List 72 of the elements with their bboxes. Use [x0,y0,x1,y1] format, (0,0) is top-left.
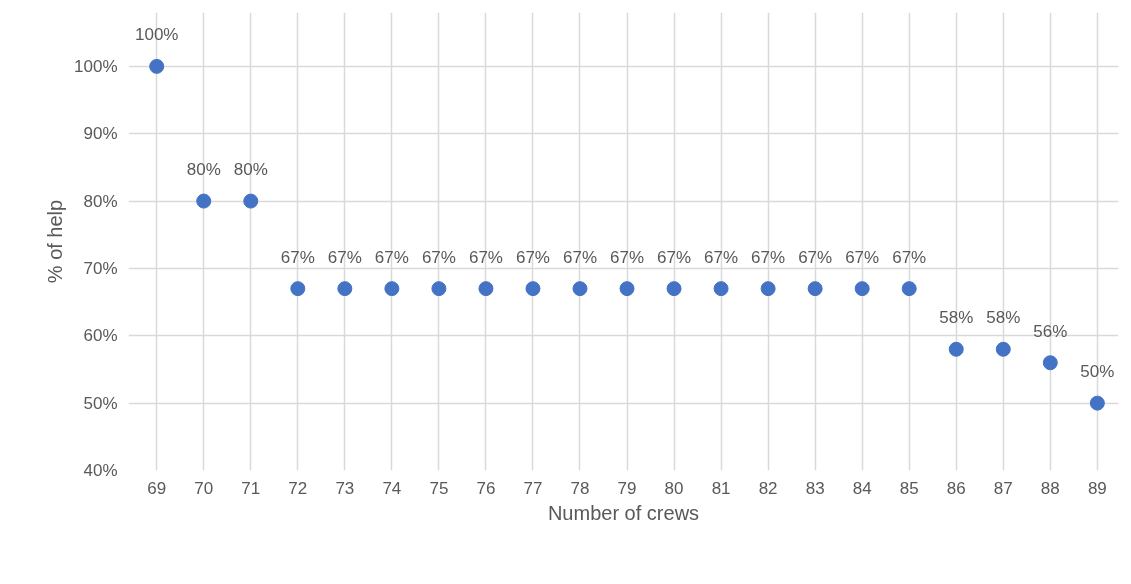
data-label: 67% [562,247,598,267]
data-label: 100% [134,25,179,45]
point [525,281,541,297]
x-tick-label: 74 [382,478,402,498]
data-label: 67% [327,247,362,267]
data-label: 80% [233,160,268,180]
data-label: 50% [1080,362,1115,382]
data-label: 67% [468,247,503,267]
point [666,281,682,297]
point [760,281,776,297]
x-tick-label: 80 [664,478,684,498]
data-label: 67% [798,247,833,267]
x-tick-label: 81 [711,478,731,498]
point [572,281,588,297]
x-tick-label: 89 [1087,478,1107,498]
y-tick-label: 100% [74,56,118,76]
data-label: 67% [610,247,645,267]
x-tick-label: 71 [241,478,261,498]
x-tick-label: 78 [570,478,590,498]
data-label: 67% [704,247,739,267]
point [290,281,306,297]
x-tick-label: 84 [852,478,872,498]
x-tick-label: 87 [993,478,1013,498]
data-label: 67% [374,247,409,267]
data-label: 67% [515,247,550,267]
x-tick-label: 86 [946,478,966,498]
point [149,58,165,74]
data-label: 58% [939,308,974,328]
point [995,341,1011,357]
x-tick-label: 85 [899,478,919,498]
x-tick-label: 79 [617,478,637,498]
x-tick-label: 77 [523,478,543,498]
point [619,281,635,297]
point [854,281,870,297]
y-tick-label: 80% [83,191,118,211]
point [807,281,823,297]
y-tick-label: 40% [83,461,118,480]
x-tick-label: 72 [288,478,308,498]
x-tick-label: 75 [429,478,449,498]
point [948,341,964,357]
point [1089,395,1105,411]
x-tick-label: 70 [194,478,214,498]
point [1042,355,1058,371]
point [243,193,259,209]
data-label: 58% [986,308,1021,328]
data-label: 67% [657,247,692,267]
data-label: 67% [845,247,880,267]
x-tick-label: 88 [1040,478,1060,498]
data-label: 56% [1033,321,1068,341]
y-tick-label: 60% [83,326,118,346]
x-tick-label: 82 [758,478,778,498]
y-tick-label: 90% [83,124,118,144]
data-label: 80% [186,160,221,180]
data-label: 67% [892,247,927,267]
x-tick-label: 73 [335,478,355,498]
point [431,281,447,297]
point [337,281,353,297]
point [713,281,729,297]
data-label: 67% [280,247,315,267]
y-axis-title: % of help [44,199,67,284]
point [901,281,917,297]
y-tick-label: 50% [83,393,118,413]
data-label: 67% [421,247,456,267]
x-axis-title: Number of crews [547,501,700,524]
point [478,281,494,297]
data-label: 67% [751,247,786,267]
x-tick-label: 83 [805,478,825,498]
x-tick-label: 76 [476,478,496,498]
y-tick-label: 70% [83,258,118,278]
point [384,281,400,297]
x-tick-label: 69 [147,478,167,498]
point [196,193,212,209]
